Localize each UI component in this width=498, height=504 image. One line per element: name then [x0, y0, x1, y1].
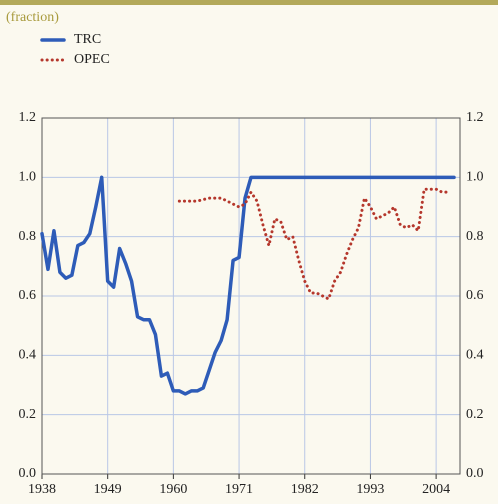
x-tick-label: 1971 — [225, 482, 253, 497]
subtitle: (fraction) — [6, 10, 59, 25]
plot-frame — [41, 117, 461, 475]
y2-tick-label: 1.2 — [466, 110, 484, 125]
y2-tick-label: 0.2 — [466, 407, 484, 422]
y-tick-label: 1.0 — [19, 170, 37, 185]
series-line — [177, 187, 450, 301]
y-tick-label: 0.6 — [19, 288, 37, 303]
y-tick-label: 0.4 — [19, 348, 37, 363]
banner — [0, 0, 498, 5]
y2-tick-label: 0.6 — [466, 288, 484, 303]
y2-tick-label: 0.8 — [466, 229, 484, 244]
y2-tick-label: 1.0 — [466, 170, 484, 185]
y-tick-label: 0.0 — [19, 466, 37, 481]
x-tick-label: 1982 — [291, 482, 319, 497]
y2-tick-label: 0.4 — [466, 348, 484, 363]
y-tick-label: 0.2 — [19, 407, 37, 422]
series-line — [40, 175, 456, 396]
x-tick-label: 2004 — [422, 482, 450, 497]
legend-label: OPEC — [74, 52, 110, 67]
x-tick-label: 1949 — [94, 482, 122, 497]
y-tick-label: 0.8 — [19, 229, 37, 244]
y-tick-label: 1.2 — [19, 110, 37, 125]
legend-label: TRC — [74, 32, 101, 47]
y2-tick-label: 0.0 — [466, 466, 484, 481]
x-tick-label: 1993 — [356, 482, 384, 497]
x-tick-label: 1960 — [159, 482, 187, 497]
x-tick-label: 1938 — [28, 482, 56, 497]
